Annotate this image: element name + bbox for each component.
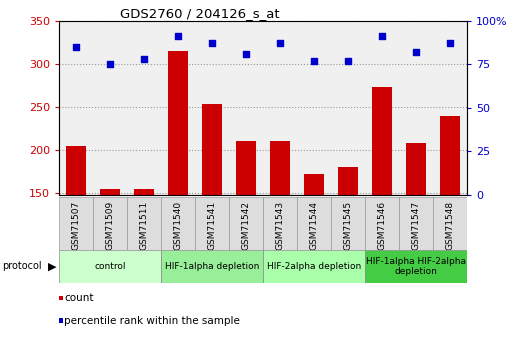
Text: ▶: ▶ [48, 262, 56, 271]
Text: GSM71511: GSM71511 [140, 201, 148, 250]
Text: count: count [64, 294, 93, 304]
Bar [235, 141, 256, 195]
Bar [338, 167, 358, 195]
Point [276, 41, 284, 46]
Point [378, 33, 386, 39]
Text: protocol: protocol [3, 262, 42, 271]
Bar [127, 197, 161, 250]
Point [140, 56, 148, 62]
Point [174, 33, 182, 39]
Bar [161, 250, 263, 283]
Text: control: control [94, 262, 126, 271]
Bar [304, 174, 324, 195]
Point [412, 49, 420, 55]
Text: GSM71546: GSM71546 [378, 201, 386, 250]
Bar [100, 189, 120, 195]
Bar [134, 189, 154, 195]
Text: GSM71509: GSM71509 [106, 201, 114, 250]
Bar [161, 197, 195, 250]
Text: GSM71543: GSM71543 [275, 201, 284, 250]
Bar [297, 197, 331, 250]
Bar [263, 197, 297, 250]
Text: GSM71507: GSM71507 [71, 201, 81, 250]
Bar [433, 197, 467, 250]
Point [208, 41, 216, 46]
Bar [202, 104, 222, 195]
Bar [93, 197, 127, 250]
Text: GSM71544: GSM71544 [309, 201, 319, 250]
Text: HIF-2alpha depletion: HIF-2alpha depletion [267, 262, 361, 271]
Bar [59, 250, 161, 283]
Point [242, 51, 250, 57]
Bar [168, 51, 188, 195]
Bar [270, 141, 290, 195]
Bar [399, 197, 433, 250]
Bar [59, 197, 93, 250]
Bar [365, 197, 399, 250]
Point [72, 44, 80, 50]
Text: GDS2760 / 204126_s_at: GDS2760 / 204126_s_at [120, 7, 280, 20]
Point [106, 61, 114, 67]
Text: GSM71540: GSM71540 [173, 201, 183, 250]
Bar [365, 250, 467, 283]
Bar [371, 87, 392, 195]
Text: GSM71545: GSM71545 [343, 201, 352, 250]
Text: HIF-1alpha depletion: HIF-1alpha depletion [165, 262, 259, 271]
Bar [440, 116, 460, 195]
Bar [406, 143, 426, 195]
Text: GSM71548: GSM71548 [445, 201, 455, 250]
Bar [229, 197, 263, 250]
Bar [66, 146, 86, 195]
Text: percentile rank within the sample: percentile rank within the sample [64, 316, 240, 326]
Point [344, 58, 352, 63]
Bar [195, 197, 229, 250]
Text: GSM71542: GSM71542 [242, 201, 250, 250]
Text: GSM71541: GSM71541 [207, 201, 216, 250]
Text: GSM71547: GSM71547 [411, 201, 420, 250]
Bar [263, 250, 365, 283]
Point [310, 58, 318, 63]
Point [446, 41, 454, 46]
Text: HIF-1alpha HIF-2alpha
depletion: HIF-1alpha HIF-2alpha depletion [366, 257, 466, 276]
Bar [331, 197, 365, 250]
